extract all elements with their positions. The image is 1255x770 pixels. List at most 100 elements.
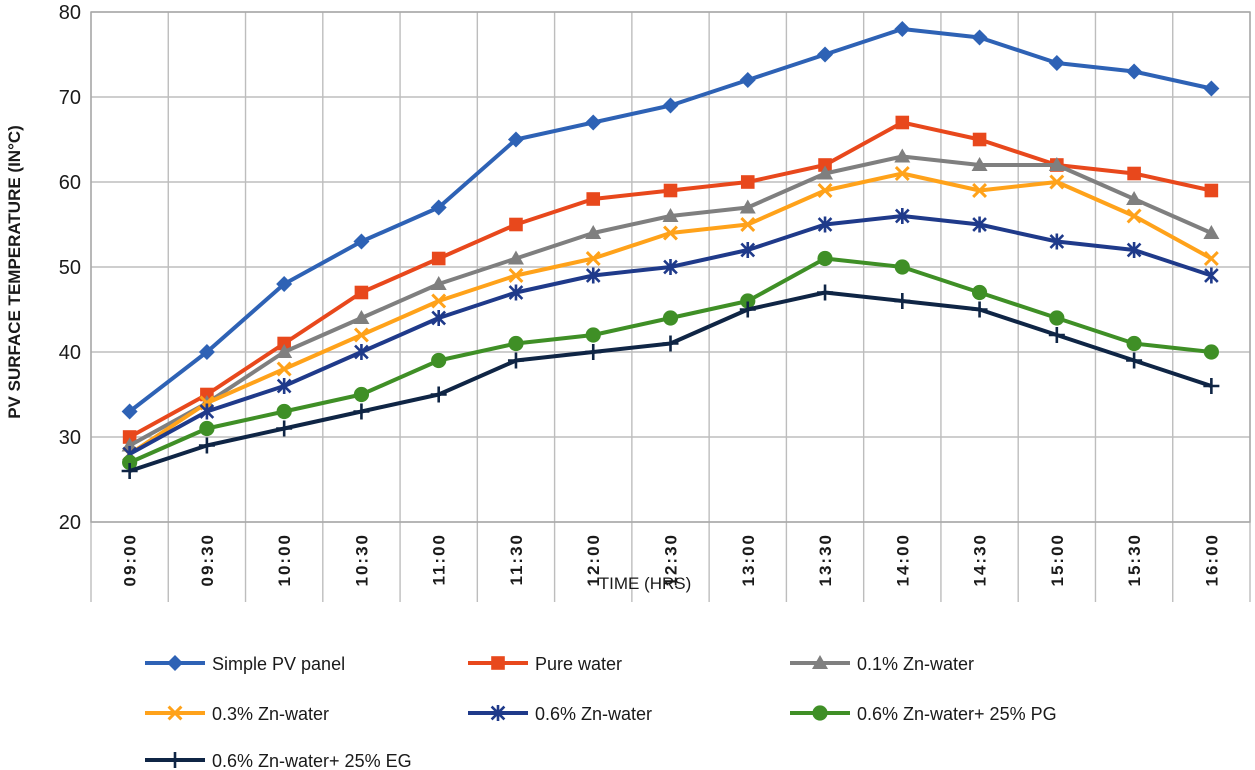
data-point	[585, 225, 602, 239]
legend-label: 0.6% Zn-water+ 25% EG	[212, 751, 412, 770]
data-point	[1203, 225, 1220, 239]
data-point	[663, 183, 678, 198]
data-point	[431, 310, 447, 326]
data-point	[585, 251, 601, 266]
data-point	[354, 344, 369, 360]
data-point	[1203, 344, 1219, 360]
data-point	[430, 386, 447, 403]
y-tick-label: 40	[59, 342, 81, 364]
data-point	[817, 46, 834, 63]
data-point	[276, 403, 292, 420]
data-point	[507, 352, 524, 369]
data-point	[662, 208, 679, 222]
data-point	[585, 344, 602, 360]
data-point	[277, 336, 291, 351]
data-point	[1049, 174, 1065, 190]
data-point	[662, 97, 679, 114]
data-point	[971, 284, 988, 301]
y-tick-label: 30	[59, 427, 81, 449]
data-point	[740, 293, 756, 309]
series-group	[121, 21, 1220, 479]
y-tick-label: 80	[59, 2, 81, 24]
series-simple-pv-panel	[121, 21, 1220, 420]
data-point	[812, 655, 828, 669]
series-0-6-zn-water-25-eg	[121, 284, 1220, 479]
data-point	[1126, 352, 1143, 369]
x-tick-label: 10:30	[352, 533, 371, 586]
x-tick-label: 15:00	[1048, 533, 1067, 586]
legend-label: 0.3% Zn-water	[212, 704, 329, 724]
x-tick-label: 14:30	[971, 533, 990, 586]
series-line	[128, 154, 1213, 448]
series-0-3-zn-water	[122, 166, 1219, 462]
data-point	[353, 403, 370, 420]
legend-label: 0.6% Zn-water	[535, 704, 652, 724]
x-axis-title: TIME (HRS)	[599, 574, 692, 593]
data-point	[972, 216, 987, 233]
data-point	[740, 217, 756, 232]
data-point	[1126, 208, 1142, 224]
data-point	[1204, 183, 1219, 198]
data-point	[508, 268, 524, 283]
y-tick-label: 60	[59, 172, 81, 194]
legend-item: 0.1% Zn-water	[790, 654, 974, 674]
data-point	[353, 327, 369, 343]
data-point	[198, 437, 215, 454]
data-point	[1203, 251, 1219, 266]
x-tick-label: 12:00	[584, 533, 603, 586]
data-point	[818, 158, 832, 172]
y-tick-label: 20	[59, 512, 81, 534]
data-point	[490, 705, 506, 721]
data-point	[431, 251, 446, 266]
x-tick-label: 14:00	[893, 533, 912, 586]
legend-label: Pure water	[535, 654, 622, 674]
x-tick-label: 16:00	[1202, 533, 1221, 586]
x-tick-label: 12:30	[662, 533, 681, 586]
data-point	[894, 21, 911, 37]
x-axis-ticks: 09:00 09:30 10:00 10:30 11:00 11:30 12:00 12:30…	[121, 533, 1222, 586]
data-point	[276, 378, 292, 394]
data-point	[586, 192, 601, 206]
data-point	[1126, 335, 1142, 352]
data-point	[353, 386, 370, 403]
data-point	[971, 29, 988, 46]
legend: Simple PV panel Pure water 0.1% Zn-water 0.…	[145, 654, 1057, 770]
y-tick-label: 50	[59, 257, 81, 279]
data-point	[198, 344, 215, 360]
data-point	[122, 454, 138, 471]
x-tick-label: 11:00	[430, 533, 449, 586]
data-point	[739, 199, 756, 214]
data-point	[507, 250, 524, 265]
data-point	[739, 72, 756, 88]
data-point	[431, 352, 447, 369]
data-point	[121, 463, 138, 479]
x-tick-label: 11:30	[507, 533, 526, 586]
x-tick-label: 15:30	[1125, 533, 1144, 586]
data-point	[972, 132, 987, 147]
data-point	[167, 752, 183, 768]
data-point	[585, 114, 602, 131]
data-point	[430, 199, 447, 216]
data-point	[1048, 157, 1065, 171]
data-point	[199, 403, 215, 420]
legend-item: 0.6% Zn-water	[468, 704, 652, 724]
y-axis-ticks: 20 30 40 50 60 70 80	[59, 2, 81, 534]
x-tick-label: 09:00	[121, 533, 140, 586]
legend-item: Pure water	[468, 654, 622, 674]
legend-item: 0.3% Zn-water	[145, 704, 329, 724]
data-point	[817, 165, 834, 180]
y-axis-title: PV SURFACE TEMPERATURE (IN°C)	[5, 125, 24, 419]
data-point	[894, 208, 910, 224]
data-point	[1126, 63, 1143, 80]
data-point	[812, 705, 828, 721]
data-point	[508, 284, 524, 301]
data-point	[895, 115, 910, 130]
series-0-6-zn-water	[122, 208, 1219, 462]
data-point	[353, 233, 370, 250]
data-point	[740, 242, 756, 258]
data-point	[1048, 327, 1065, 343]
data-point	[122, 430, 137, 444]
data-point	[1203, 80, 1220, 97]
y-tick-label: 70	[59, 87, 81, 109]
data-point	[1127, 166, 1141, 181]
